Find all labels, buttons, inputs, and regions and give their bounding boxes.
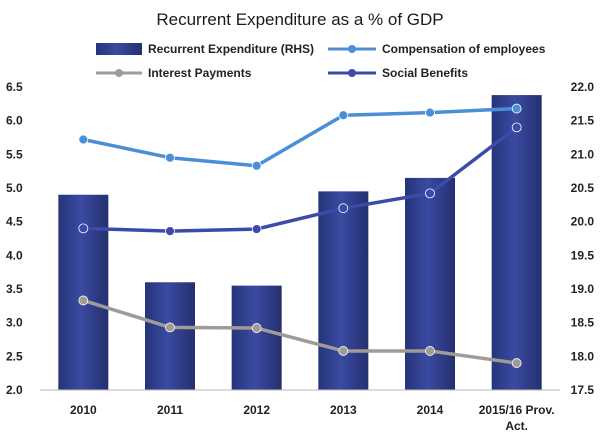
legend-item-recurrent-expenditure: Recurrent Expenditure (RHS) xyxy=(96,42,314,56)
right-tick-label: 20.5 xyxy=(571,181,595,195)
chart-title: Recurrent Expenditure as a % of GDP xyxy=(156,10,443,29)
bar-2014 xyxy=(405,177,455,390)
point-compensation-of-employees xyxy=(165,152,175,163)
left-tick-label: 2.5 xyxy=(6,349,23,363)
legend-item-interest: Interest Payments xyxy=(96,66,252,80)
left-tick-label: 4.0 xyxy=(6,248,23,262)
right-tick-label: 21.0 xyxy=(571,147,595,161)
line-interest-payments xyxy=(82,298,517,365)
point-interest-payments xyxy=(338,346,349,356)
right-axis: 17.5 18.0 18.5 19.0 19.5 20.0 20.5 21.0 21.5 22.0 xyxy=(571,80,595,397)
x-axis: 2010 2011 2012 2013 2014 2015/16 Prov. Act. xyxy=(70,403,555,433)
right-tick-label: 18.0 xyxy=(571,349,595,363)
point-social-benefits xyxy=(251,224,262,234)
point-compensation-of-employees xyxy=(251,160,262,171)
point-social-benefits xyxy=(165,226,175,236)
point-compensation-of-employees xyxy=(511,103,522,114)
right-tick-label: 19.5 xyxy=(571,248,595,262)
point-social-benefits xyxy=(338,203,349,214)
left-tick-label: 4.5 xyxy=(6,215,23,229)
x-tick-label: 2014 xyxy=(417,403,444,417)
left-tick-label: 6.5 xyxy=(6,80,23,94)
bar-2015-16-prov-act- xyxy=(491,95,542,390)
x-tick-label: 2011 xyxy=(157,403,183,417)
x-tick-label: 2010 xyxy=(70,403,97,417)
bar-2012 xyxy=(231,285,282,390)
left-tick-label: 5.0 xyxy=(6,181,23,195)
bar-2013 xyxy=(318,191,369,390)
legend: Recurrent Expenditure (RHS) Compensation… xyxy=(96,42,546,80)
line-compensation-of-employees xyxy=(82,106,517,168)
bar-2011 xyxy=(145,282,195,390)
line-social-benefits xyxy=(83,126,518,233)
left-tick-label: 5.5 xyxy=(6,147,23,161)
legend-label: Compensation of employees xyxy=(382,42,546,56)
x-tick-label: 2013 xyxy=(330,403,357,417)
line-series xyxy=(78,103,522,368)
x-tick-label: 2015/16 Prov. xyxy=(479,403,555,417)
legend-swatch-marker xyxy=(348,69,356,77)
legend-swatch-marker xyxy=(115,69,123,77)
right-tick-label: 19.0 xyxy=(571,282,595,296)
point-interest-payments xyxy=(251,323,262,333)
legend-swatch-bar xyxy=(96,43,142,55)
legend-label: Social Benefits xyxy=(382,66,468,80)
legend-label: Recurrent Expenditure (RHS) xyxy=(148,42,314,56)
right-tick-label: 20.0 xyxy=(571,215,595,229)
right-tick-label: 18.5 xyxy=(571,316,595,330)
left-tick-label: 6.0 xyxy=(6,114,23,128)
point-social-benefits xyxy=(425,188,435,199)
point-social-benefits xyxy=(78,223,89,234)
legend-label: Interest Payments xyxy=(148,66,252,80)
left-tick-label: 2.0 xyxy=(6,383,23,397)
point-interest-payments xyxy=(165,322,175,333)
x-tick-label: Act. xyxy=(505,419,528,433)
left-tick-label: 3.0 xyxy=(6,316,23,330)
point-social-benefits xyxy=(511,122,522,133)
left-axis: 2.0 2.5 3.0 3.5 4.0 4.5 5.0 5.5 6.0 6.5 xyxy=(6,80,23,397)
left-tick-label: 3.5 xyxy=(6,282,23,296)
legend-item-social-benefits: Social Benefits xyxy=(328,66,468,80)
legend-item-compensation: Compensation of employees xyxy=(328,42,546,56)
point-interest-payments xyxy=(511,358,522,368)
right-tick-label: 22.0 xyxy=(571,80,595,94)
point-interest-payments xyxy=(78,295,89,306)
point-interest-payments xyxy=(425,346,435,356)
right-tick-label: 21.5 xyxy=(571,114,595,128)
x-tick-label: 2012 xyxy=(243,403,270,417)
legend-swatch-marker xyxy=(348,45,356,53)
point-compensation-of-employees xyxy=(425,107,435,118)
right-tick-label: 17.5 xyxy=(571,383,595,397)
point-compensation-of-employees xyxy=(78,134,89,145)
point-compensation-of-employees xyxy=(338,110,349,121)
